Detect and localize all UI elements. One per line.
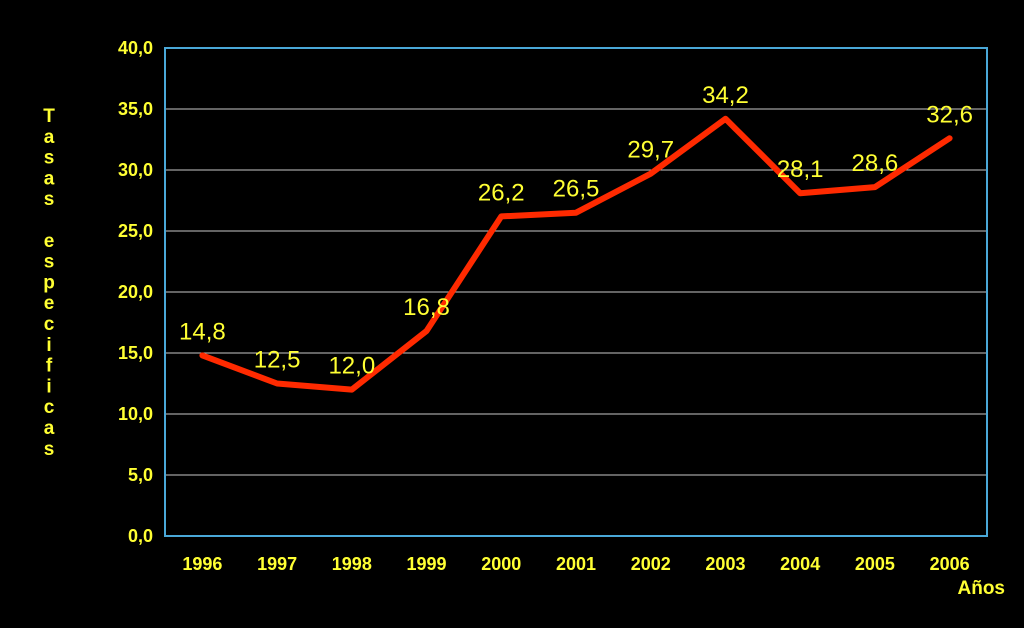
y-tick-label: 5,0 bbox=[128, 465, 153, 485]
data-label: 29,7 bbox=[627, 137, 674, 164]
data-label: 26,2 bbox=[478, 179, 525, 206]
data-label: 28,6 bbox=[852, 150, 899, 177]
plot-frame bbox=[164, 47, 988, 537]
y-tick-label: 35,0 bbox=[118, 99, 153, 119]
data-label: 26,5 bbox=[553, 176, 600, 203]
x-axis-ticks: 1996 1997 1998 1999 2000 2001 2002 2003 2004 2005… bbox=[182, 554, 969, 574]
y-axis-ticks: 0,0 5,0 10,0 15,0 20,0 25,0 30,0 35,0 40,0 bbox=[118, 38, 153, 546]
y-tick-label: 25,0 bbox=[118, 221, 153, 241]
data-label: 14,8 bbox=[179, 318, 226, 345]
data-label: 12,0 bbox=[328, 353, 375, 380]
x-tick-label: 2002 bbox=[631, 554, 671, 574]
x-tick-label: 1999 bbox=[407, 554, 447, 574]
x-tick-label: 2000 bbox=[481, 554, 521, 574]
x-tick-label: 2004 bbox=[780, 554, 820, 574]
data-label: 28,1 bbox=[777, 156, 824, 183]
data-label: 12,5 bbox=[254, 347, 301, 374]
data-label: 16,8 bbox=[403, 294, 450, 321]
y-tick-label: 10,0 bbox=[118, 404, 153, 424]
x-tick-label: 2005 bbox=[855, 554, 895, 574]
y-tick-label: 40,0 bbox=[118, 38, 153, 58]
x-tick-label: 1997 bbox=[257, 554, 297, 574]
x-tick-label: 2001 bbox=[556, 554, 596, 574]
y-tick-label: 15,0 bbox=[118, 343, 153, 363]
data-label: 32,6 bbox=[926, 101, 973, 128]
x-tick-label: 2006 bbox=[930, 554, 970, 574]
series-line bbox=[199, 115, 953, 393]
data-label: 34,2 bbox=[702, 82, 749, 109]
x-axis-title: Años bbox=[958, 578, 1006, 599]
data-labels: 14,8 12,5 12,0 16,8 26,2 26,5 29,7 34,2 28,1 28,6… bbox=[179, 82, 973, 380]
y-tick-label: 30,0 bbox=[118, 160, 153, 180]
x-tick-label: 1996 bbox=[182, 554, 222, 574]
y-tick-label: 0,0 bbox=[128, 526, 153, 546]
y-tick-label: 20,0 bbox=[118, 282, 153, 302]
x-tick-label: 2003 bbox=[705, 554, 745, 574]
x-tick-label: 1998 bbox=[332, 554, 372, 574]
gridlines bbox=[165, 108, 987, 476]
